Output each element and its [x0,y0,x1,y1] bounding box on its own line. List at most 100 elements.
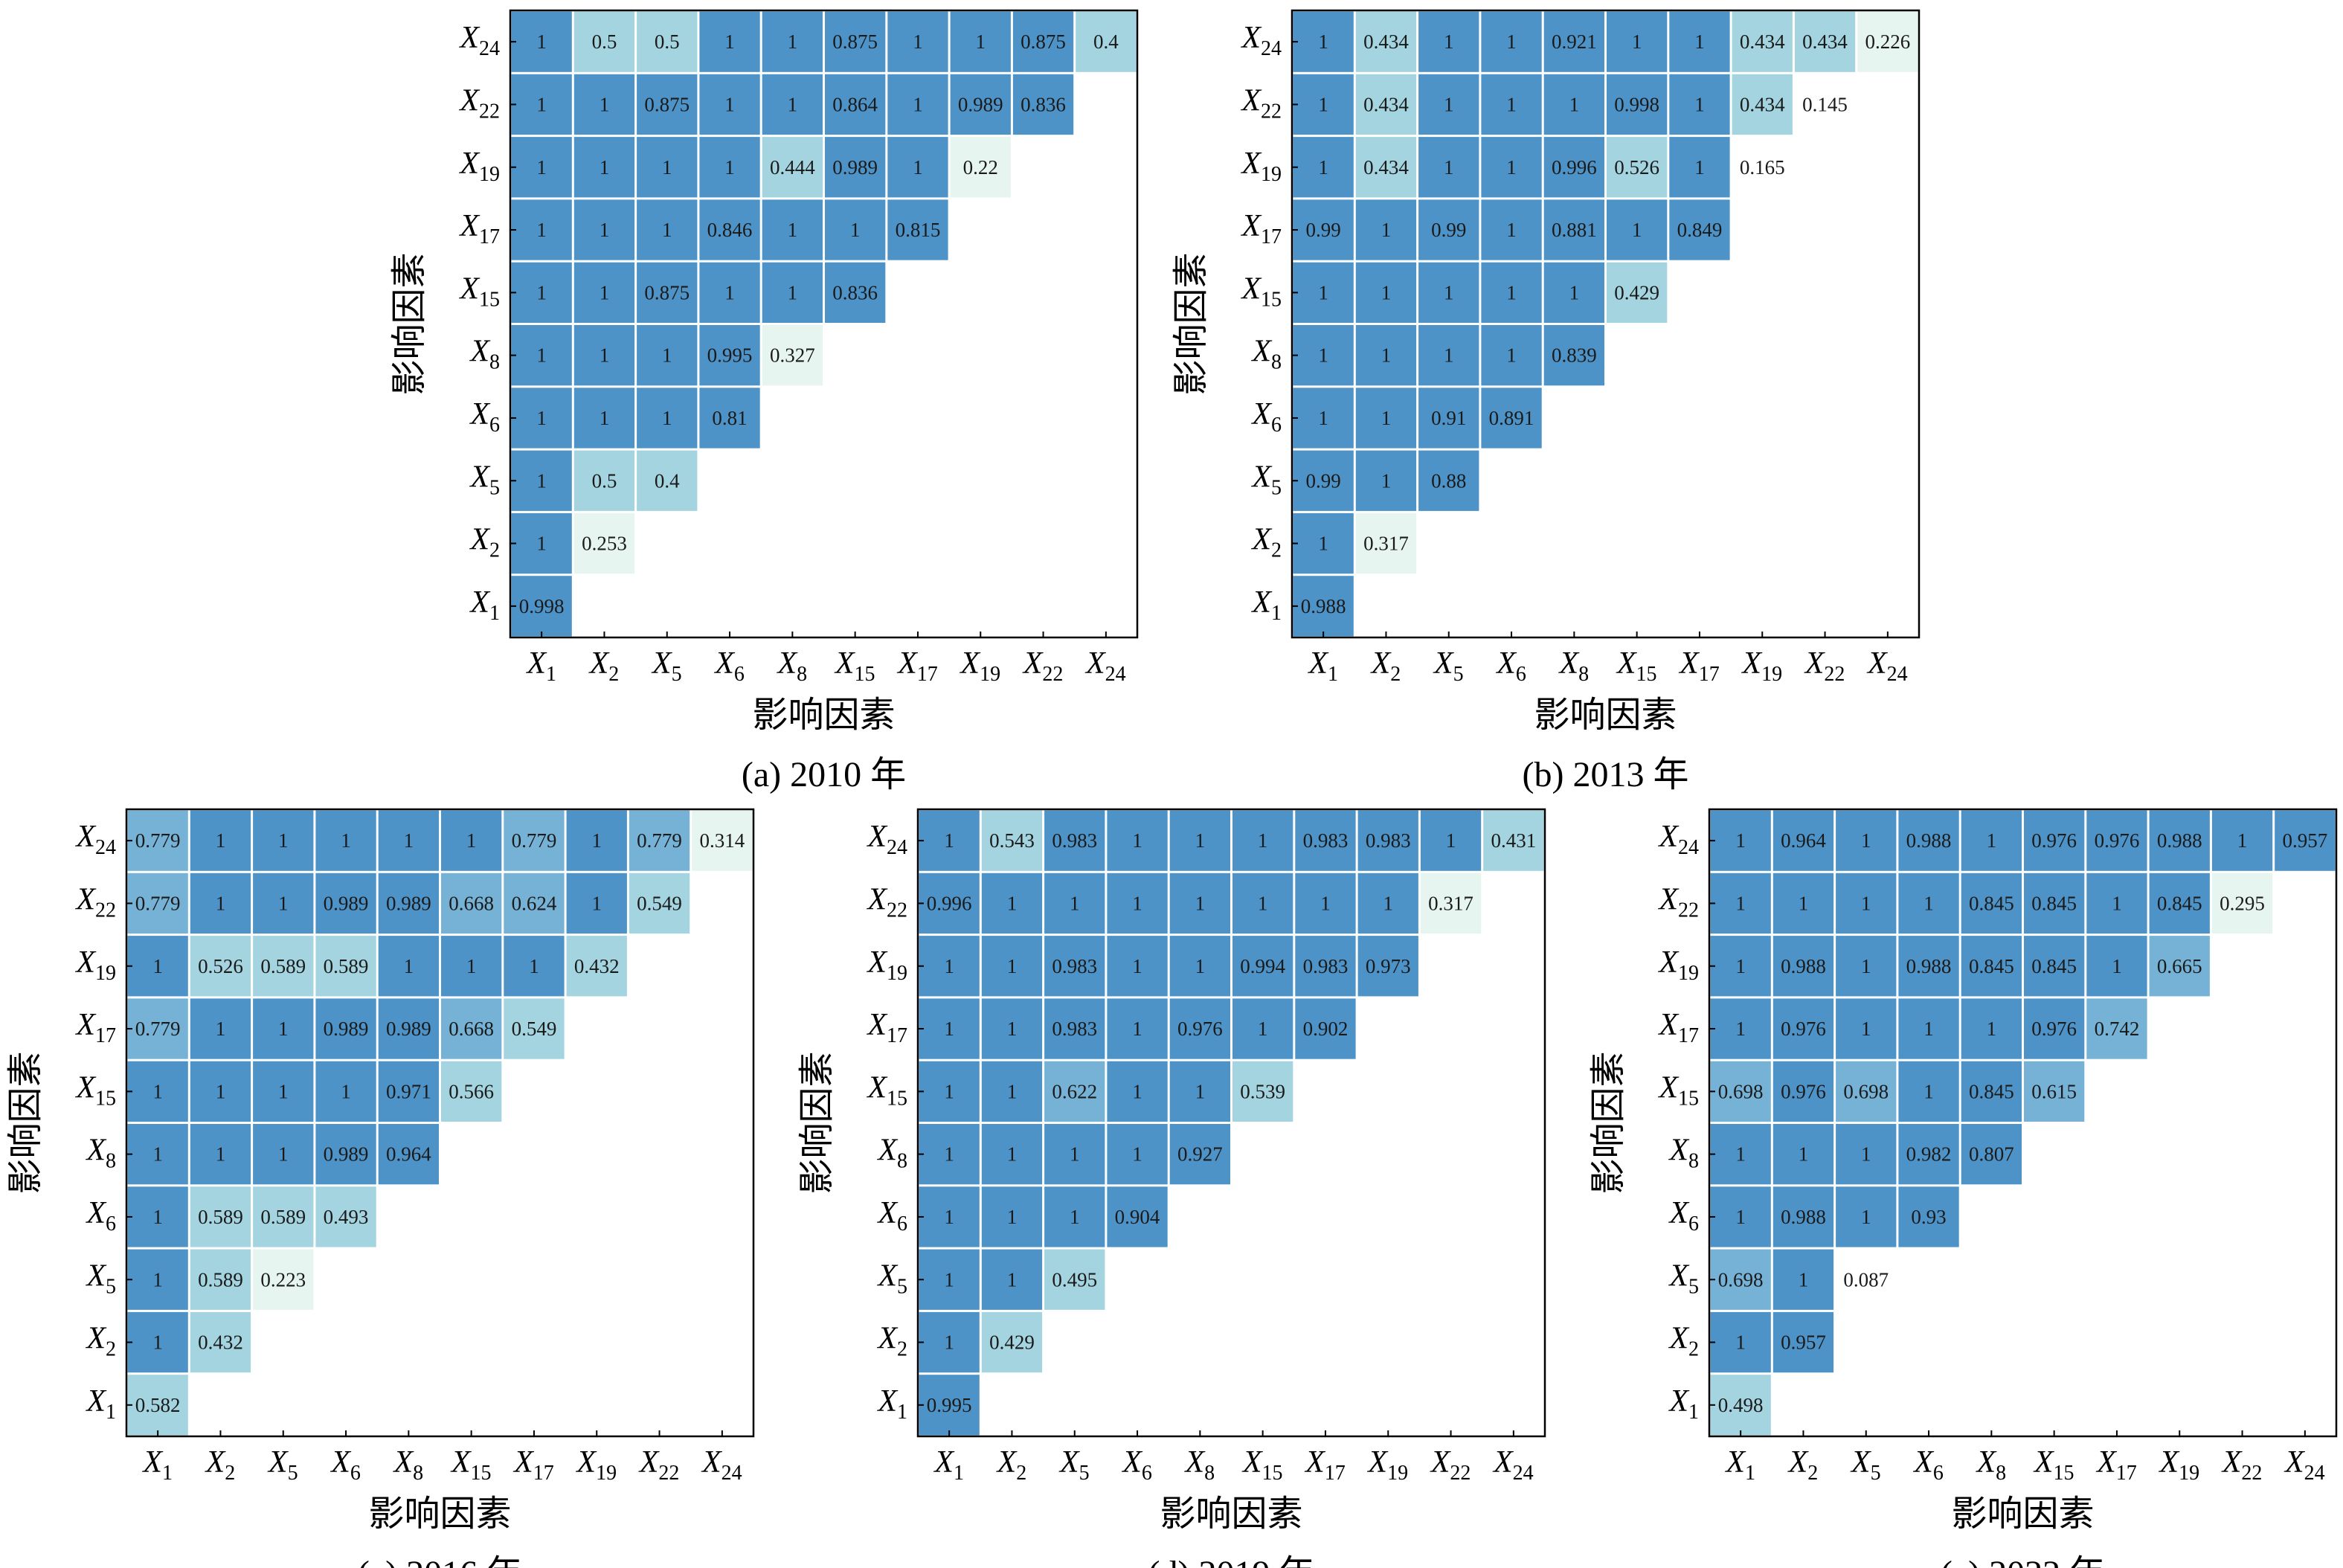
y-tick-label: X1 [1250,585,1282,625]
y-tick-label: X8 [1250,335,1282,374]
heatmap-cell [1857,11,1918,72]
heatmap-cell [127,998,188,1059]
heatmap-cell [1481,11,1542,72]
cell-value-label: 1 [944,1018,954,1040]
cell-value-label: 0.295 [2220,892,2265,914]
x-tick-label: X22 [638,1445,680,1485]
heatmap-cell [981,936,1043,997]
x-tick-label: X6 [713,646,745,686]
heatmap-cell [1044,873,1105,934]
heatmap-cell [1293,513,1354,574]
plot-frame [1291,9,1921,639]
heatmap-cell [1710,936,1771,997]
x-tick-label: X15 [2033,1445,2074,1485]
y-tick-label: X5 [85,1259,116,1298]
cell-value-label: 0.989 [324,892,369,914]
heatmap-cell [1418,11,1479,72]
cell-value-label: 1 [788,30,798,53]
x-axis-title: 影响因素 [368,1494,511,1534]
x-tick-label: X24 [701,1445,742,1485]
cell-value-label: 1 [850,219,861,241]
heatmap-cell [253,810,314,871]
cell-value-label: 1 [1861,829,1871,852]
panel-caption: (b) 2013 年 [1523,755,1689,794]
heatmap-cell [504,873,565,934]
heatmap-cell [253,1249,314,1310]
cell-value-label: 1 [1923,1080,1934,1102]
cell-value-label: 1 [278,892,289,914]
heatmap-cell [253,1186,314,1247]
heatmap-panel: 0.498 1 0.957 0.698 1 0.087 1 0.988 1 0.93 1 1 1 0.98… [1589,808,2338,1568]
cell-value-label: 1 [1446,829,1456,852]
heatmap-cell [919,1061,980,1122]
cell-value-label: 1 [1799,1268,1809,1291]
heatmap-cell [1044,1186,1105,1247]
cell-value-label: 1 [1381,219,1392,241]
heatmap-cell [1607,74,1668,135]
heatmap-cell [1836,936,1897,997]
x-tick-label: X17 [1304,1445,1346,1485]
y-tick-label: X5 [469,460,500,499]
x-tick-label: X22 [2221,1445,2263,1485]
y-tick-label: X6 [1668,1196,1699,1236]
cell-value-label: 1 [216,1143,226,1166]
cell-value-label: 0.902 [1303,1018,1349,1040]
cell-value-label: 1 [600,407,610,429]
heatmap-cell [441,936,502,997]
heatmap-cell [919,1249,980,1310]
cell-value-label: 0.927 [1177,1143,1223,1166]
heatmap-cell [1732,137,1793,198]
heatmap-cell [1794,74,1856,135]
heatmap-cell [1418,262,1479,323]
heatmap-cell [1710,1124,1771,1185]
cell-value-label: 0.976 [2095,829,2140,852]
heatmap-cell [1107,1186,1168,1247]
y-tick-label: X1 [85,1384,116,1424]
cell-value-label: 0.779 [135,892,181,914]
heatmap-cell [981,998,1043,1059]
panel-caption: (c) 2016 年 [358,1554,522,1568]
cell-value-label: 1 [2237,829,2248,852]
heatmap-cell [1355,388,1417,449]
heatmap-cell [1481,137,1542,198]
cell-value-label: 0.566 [449,1080,494,1102]
heatmap-cell [1481,325,1542,386]
cell-value-label: 1 [1735,1143,1746,1166]
x-tick-label: X2 [996,1445,1027,1485]
heatmap-cell [762,74,823,135]
cell-value-label: 1 [1318,407,1328,429]
cell-value-label: 1 [788,219,798,241]
heatmap-cell [1836,1124,1897,1185]
y-tick-label: X6 [876,1196,907,1236]
heatmap-cell [1710,1186,1771,1247]
cell-value-label: 0.989 [832,156,878,179]
heatmap-cell [629,873,690,934]
cell-value-label: 0.995 [707,344,753,367]
plot-frame [509,9,1139,639]
y-tick-label: X17 [74,1008,116,1047]
cell-value-label: 0.957 [2282,829,2327,852]
cell-value-label: 0.815 [896,219,941,241]
heatmap-panel: 0.998 1 0.253 1 0.5 0.4 1 1 1 0.81 1 1 1 0.995 0.327 1 1… [390,9,1139,794]
heatmap-cell [762,199,823,260]
cell-value-label: 1 [1381,344,1392,367]
y-tick-label: X24 [1657,820,1699,859]
heatmap-cell [378,810,439,871]
heatmap-cell [1357,936,1418,997]
heatmap-cell [127,873,188,934]
cell-value-label: 0.165 [1740,156,1785,179]
cell-value-label: 0.957 [1781,1331,1826,1354]
heatmap-cell [1607,199,1668,260]
x-tick-label: X15 [1241,1445,1283,1485]
cell-value-label: 0.839 [1552,344,1597,367]
cell-value-label: 1 [1506,30,1517,53]
cell-value-label: 0.589 [198,1268,243,1291]
heatmap-cell [1355,11,1417,72]
heatmap-cell [190,1311,251,1373]
cell-value-label: 0.988 [1301,595,1346,617]
heatmap-cell [1710,810,1771,871]
cell-value-label: 1 [1923,1018,1934,1040]
heatmap-cell [1293,262,1354,323]
y-tick-label: X22 [1240,83,1282,123]
y-tick-label: X5 [876,1259,907,1298]
